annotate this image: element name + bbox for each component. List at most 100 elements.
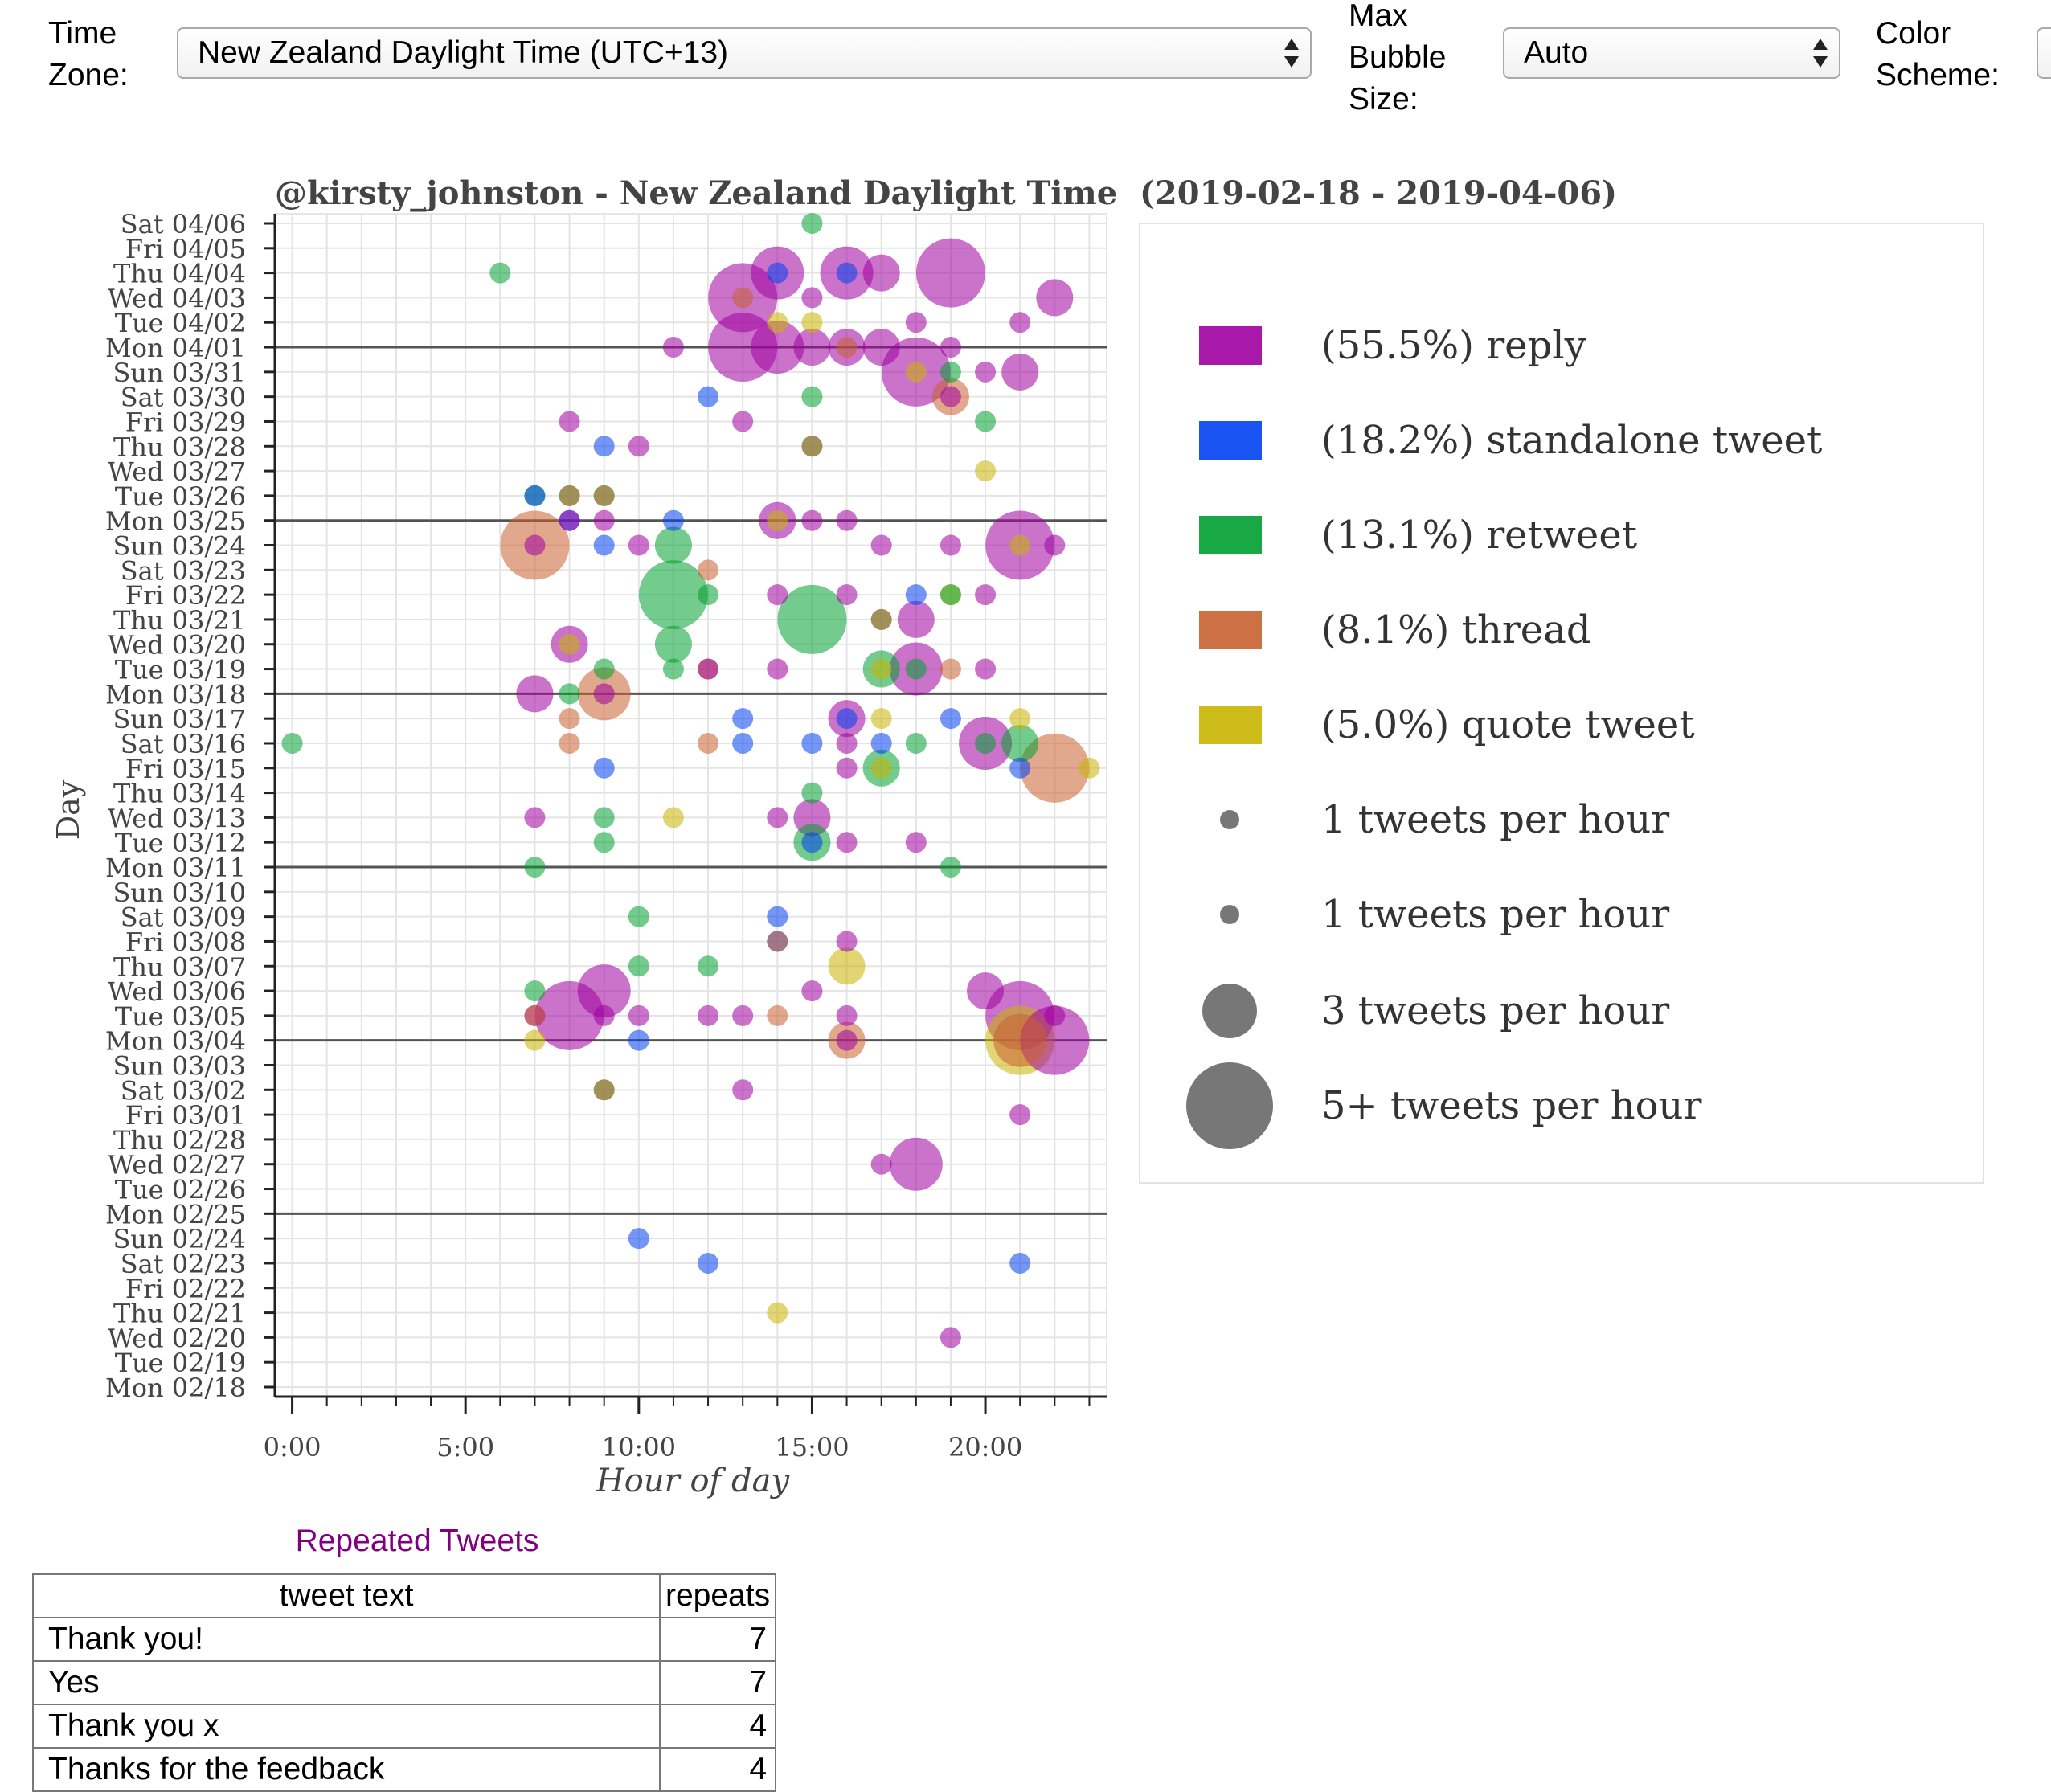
y-tick-label: Mon 03/04 [105, 1026, 246, 1057]
bubble-reply [862, 254, 900, 292]
x-axis-label: Hour of day [596, 1463, 791, 1499]
bubble-retweet [559, 683, 580, 705]
bubble-reply [732, 1079, 754, 1101]
bubble-reply [698, 658, 719, 680]
bubble-quote [559, 633, 580, 655]
bubble-thread [559, 485, 580, 506]
bubble-reply [801, 509, 823, 531]
timezone-label: Time Zone: [48, 16, 129, 92]
legend-swatch-reply [1199, 326, 1262, 365]
table-header-row: tweet text repeats [32, 1573, 777, 1618]
bubble-thread [698, 559, 719, 581]
column-header-tweet-text: tweet text [32, 1573, 661, 1618]
y-tick-label: Fri 04/05 [125, 234, 246, 264]
bubble-standalone [593, 436, 615, 457]
legend-label-thread: (8.1%) thread [1321, 608, 1591, 653]
bubble-quote [870, 708, 892, 730]
y-tick-label: Thu 03/28 [113, 432, 246, 462]
bubble-retweet [801, 386, 823, 407]
bubble-thread [801, 436, 823, 457]
bubble-quote [870, 658, 892, 680]
y-tick-label: Wed 03/06 [108, 976, 246, 1007]
bubble-thread [559, 732, 580, 754]
y-tick-label: Fri 03/15 [125, 754, 246, 784]
bubble-standalone [767, 906, 788, 927]
bubble-reply [1044, 534, 1066, 556]
bubble-reply [836, 584, 858, 606]
y-tick-label: Wed 02/27 [108, 1150, 246, 1180]
bubble-standalone [1009, 1252, 1031, 1274]
bubble-reply [967, 972, 1005, 1010]
bubble-quote [1009, 534, 1031, 556]
bubble-thread [524, 1004, 546, 1026]
bubble-retweet [940, 584, 961, 606]
y-tick-label: Tue 03/12 [115, 828, 246, 858]
bubble-retweet [654, 526, 692, 564]
legend-label-reply: (55.5%) reply [1321, 323, 1586, 368]
bubble-reply [559, 411, 580, 432]
bubble-reply [836, 931, 858, 952]
bubble-reply [940, 386, 961, 407]
bubble-standalone [905, 584, 927, 606]
bubble-standalone [1009, 757, 1031, 779]
y-tick-label: Fri 03/29 [125, 407, 246, 437]
y-tick-label: Mon 04/01 [105, 333, 246, 363]
bubble-retweet [698, 955, 719, 977]
y-tick-label: Tue 02/19 [115, 1348, 246, 1378]
bubble-reply [593, 509, 615, 531]
bubble-quote [767, 1302, 788, 1324]
timezone-select-value: New Zealand Daylight Time (UTC+13) [198, 35, 728, 70]
legend-label-retweet: (13.1%) retweet [1321, 513, 1637, 558]
bubble-standalone [836, 262, 858, 284]
bubble-quote [801, 312, 823, 333]
y-tick-label: Fri 03/01 [125, 1100, 246, 1131]
bubbles [281, 213, 1100, 1348]
bubble-size-select[interactable]: Auto [1503, 27, 1840, 79]
y-tick-label: Sun 03/10 [113, 878, 246, 908]
bubble-reply [801, 287, 823, 309]
repeats-cell: 4 [658, 1704, 777, 1749]
bubble-reply [1044, 1004, 1066, 1026]
bubble-quote [767, 509, 788, 531]
timezone-select[interactable]: New Zealand Daylight Time (UTC+13) [177, 27, 1312, 79]
legend-size-label: 5+ tweets per hour [1321, 1083, 1701, 1128]
chart-subtitle: (2019-02-18 - 2019-04-06) [1140, 174, 1617, 212]
table-row: Yes 7 [32, 1660, 777, 1705]
y-tick-label: Wed 03/27 [108, 456, 246, 487]
bubble-standalone [698, 386, 719, 407]
y-axis-label: Day [51, 779, 86, 840]
legend-size-label: 3 tweets per hour [1321, 988, 1669, 1033]
tweet-text-cell: Thank you x [32, 1704, 661, 1749]
y-tick-label: Thu 02/21 [113, 1299, 246, 1329]
bubble-reply [593, 683, 615, 705]
bubble-retweet [940, 361, 961, 383]
bubble-reply [975, 361, 997, 383]
bubble-quote [1009, 708, 1031, 730]
bubble-retweet [975, 732, 997, 754]
y-tick-label: Sat 03/09 [121, 902, 246, 933]
legend: (55.5%) reply (18.2%) standalone tweet (13… [1139, 223, 1984, 1184]
bubble-thread [593, 485, 615, 506]
bubble-reply [940, 337, 961, 358]
bubble-standalone [732, 732, 754, 754]
bubble-thread [732, 287, 754, 309]
color-scheme-label: Color Scheme: [1876, 16, 2000, 92]
bubble-retweet [593, 658, 615, 680]
select-arrows-icon [1812, 35, 1829, 71]
y-tick-label: Tue 02/26 [115, 1175, 246, 1205]
legend-label-standalone: (18.2%) standalone tweet [1321, 418, 1822, 463]
bubble-reply [905, 832, 927, 853]
chart-title: @kirsty_johnston - New Zealand Daylight … [275, 174, 1117, 212]
bubble-reply [975, 584, 997, 606]
legend-size-bubble [1220, 810, 1239, 829]
bubble-retweet [940, 857, 961, 878]
week-lines [275, 346, 1107, 1215]
color-scheme-select[interactable] [2037, 27, 2051, 79]
bubble-standalone [593, 757, 615, 779]
legend-size-label: 1 tweets per hour [1321, 892, 1669, 937]
bubble-retweet [628, 906, 649, 927]
y-tick-label: Fri 03/08 [125, 927, 246, 957]
bubble-reply [1001, 353, 1039, 391]
